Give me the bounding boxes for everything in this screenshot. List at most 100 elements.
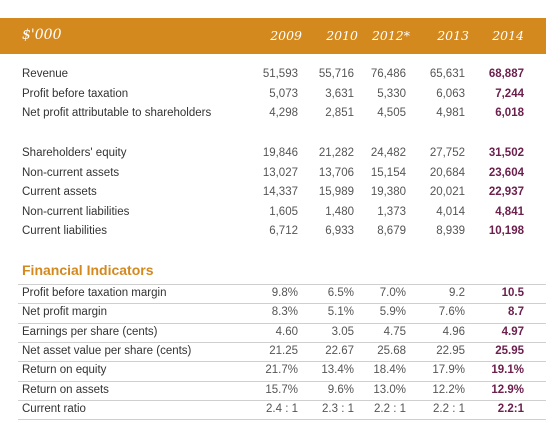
year-header: 2009 — [270, 28, 302, 43]
value-cell: 4,505 — [377, 107, 406, 119]
value-cell: 55,716 — [318, 68, 354, 80]
value-cell-2014: 12.9% — [491, 383, 524, 396]
value-cell-2014: 4,841 — [495, 205, 524, 218]
value-cell: 20,684 — [429, 166, 465, 179]
value-cell: 20,021 — [429, 186, 465, 198]
value-cell: 21.7% — [265, 364, 298, 377]
table-row: Shareholders' equity 19,846 21,282 24,482 27… — [0, 145, 546, 164]
table-row: Profit before taxation margin 9.8% 6.5% 7.0… — [18, 284, 546, 304]
row-label: Current ratio — [22, 402, 86, 415]
value-cell: 15,154 — [370, 166, 406, 179]
value-cell: 19,380 — [370, 186, 406, 198]
table-row: Revenue 51,593 55,716 76,486 65,631 68,887 — [0, 66, 546, 85]
value-cell: 7.0% — [379, 287, 406, 299]
value-cell: 1,480 — [325, 205, 354, 218]
value-cell: 9.6% — [327, 383, 354, 396]
value-cell: 6,063 — [436, 87, 465, 100]
value-cell: 14,337 — [262, 186, 298, 198]
value-cell: 24,482 — [370, 147, 406, 159]
value-cell: 8.3% — [271, 306, 298, 319]
value-cell: 2.2 : 1 — [433, 402, 465, 415]
value-cell: 19,846 — [262, 147, 298, 159]
row-label: Return on assets — [22, 383, 109, 396]
row-label: Non-current assets — [22, 166, 120, 179]
value-cell: 5,073 — [269, 87, 298, 100]
unit-label: $'000 — [22, 27, 62, 43]
value-cell: 25.68 — [377, 344, 406, 357]
value-cell: 5,330 — [377, 87, 406, 100]
table-header: $'000 2009 2010 2012* 2013 2014 — [0, 18, 546, 54]
value-cell: 9.8% — [271, 287, 298, 299]
year-header: 2012* — [371, 28, 410, 43]
table-row: Non-current assets 13,027 13,706 15,154 20,6… — [0, 165, 546, 184]
value-cell-2014: 10.5 — [501, 287, 524, 299]
year-header: 2013 — [437, 28, 469, 43]
value-cell: 1,373 — [377, 205, 406, 218]
table-row: Current ratio 2.4 : 1 2.3 : 1 2.2 : 1 2.2 : … — [18, 399, 546, 420]
value-cell: 27,752 — [429, 147, 465, 159]
table-row: Return on equity 21.7% 13.4% 18.4% 17.9% 19.1… — [18, 361, 546, 381]
value-cell: 9.2 — [449, 287, 465, 299]
table-bottom-rule — [18, 419, 546, 420]
value-cell-2014: 23,604 — [488, 166, 524, 179]
value-cell: 2.4 : 1 — [266, 402, 298, 415]
value-cell-2014: 10,198 — [488, 225, 524, 237]
table-row: Current liabilities 6,712 6,933 8,679 8,939 1… — [0, 223, 546, 242]
value-cell: 4,298 — [269, 107, 298, 119]
table-row: Profit before taxation 5,073 3,631 5,330 6,0… — [0, 86, 546, 105]
value-cell-2014: 2.2:1 — [497, 402, 524, 415]
value-cell: 21.25 — [269, 344, 298, 357]
value-cell: 13,706 — [318, 166, 354, 179]
value-cell: 76,486 — [370, 68, 406, 80]
value-cell: 2.2 : 1 — [374, 402, 406, 415]
value-cell: 4,981 — [436, 107, 465, 119]
value-cell: 15.7% — [265, 383, 298, 396]
value-cell: 2,851 — [325, 107, 354, 119]
value-cell-2014: 6,018 — [495, 107, 524, 119]
financial-indicators-title: Financial Indicators — [22, 262, 154, 278]
value-cell: 12.2% — [432, 383, 465, 396]
value-cell: 6,933 — [325, 225, 354, 237]
value-cell-2014: 4.97 — [501, 325, 524, 338]
value-cell: 21,282 — [318, 147, 354, 159]
table-row: Net asset value per share (cents) 21.25 22… — [18, 341, 546, 362]
year-header: 2010 — [326, 28, 358, 43]
value-cell: 1,605 — [269, 205, 298, 218]
row-label: Return on equity — [22, 364, 107, 377]
value-cell: 17.9% — [432, 364, 465, 377]
value-cell: 8,679 — [377, 225, 406, 237]
row-label: Shareholders' equity — [22, 147, 127, 159]
table-row: Non-current liabilities 1,605 1,480 1,373 4,… — [0, 204, 546, 223]
row-label: Net profit attributable to shareholders — [22, 107, 212, 119]
table-row: Net profit attributable to shareholders 4… — [0, 105, 546, 124]
value-cell-2014: 8.7 — [508, 306, 524, 319]
table-row: Earnings per share (cents) 4.60 3.05 4.75 4.… — [18, 322, 546, 343]
row-label: Current liabilities — [22, 225, 108, 237]
value-cell: 13,027 — [262, 166, 298, 179]
value-cell: 65,631 — [429, 68, 465, 80]
value-cell: 13.0% — [373, 383, 406, 396]
value-cell: 22.95 — [436, 344, 465, 357]
row-label: Profit before taxation margin — [22, 287, 167, 299]
row-label: Net asset value per share (cents) — [22, 344, 192, 357]
value-cell: 7.6% — [438, 306, 465, 319]
value-cell: 3,631 — [325, 87, 354, 100]
year-header: 2014 — [492, 28, 524, 43]
value-cell: 22.67 — [325, 344, 354, 357]
value-cell-2014: 68,887 — [488, 68, 524, 80]
row-label: Profit before taxation — [22, 87, 129, 100]
value-cell: 15,989 — [318, 186, 354, 198]
value-cell: 4.60 — [275, 325, 298, 338]
row-label: Current assets — [22, 186, 97, 198]
value-cell: 5.9% — [379, 306, 406, 319]
value-cell-2014: 22,937 — [488, 186, 524, 198]
value-cell: 5.1% — [327, 306, 354, 319]
value-cell: 6,712 — [269, 225, 298, 237]
value-cell-2014: 19.1% — [491, 364, 524, 377]
table-row: Current assets 14,337 15,989 19,380 20,021 22… — [0, 184, 546, 203]
value-cell: 6.5% — [327, 287, 354, 299]
value-cell: 4,014 — [436, 205, 465, 218]
row-label: Revenue — [22, 68, 69, 80]
value-cell-2014: 31,502 — [488, 147, 524, 159]
value-cell: 18.4% — [373, 364, 406, 377]
